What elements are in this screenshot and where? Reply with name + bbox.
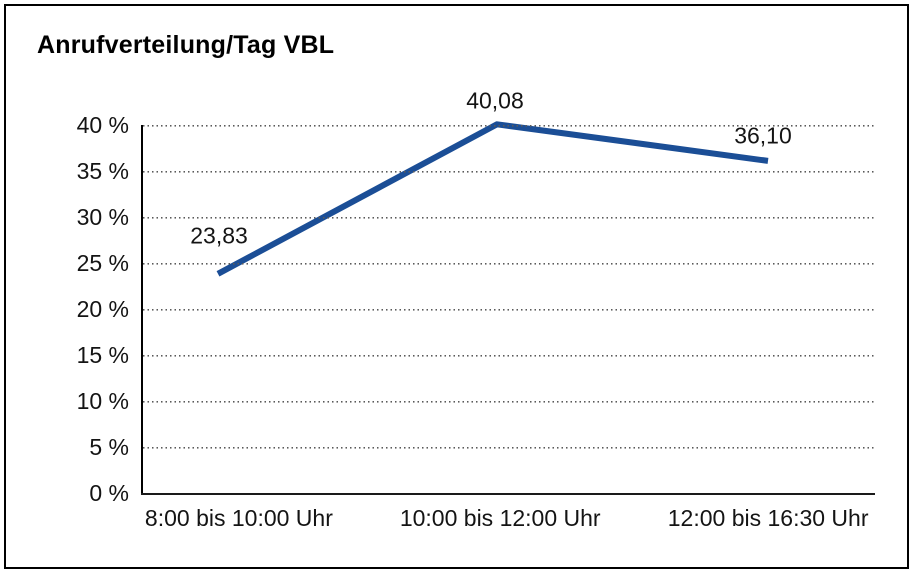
y-tick-label: 40 % <box>76 112 129 138</box>
x-axis-label: 10:00 bis 12:00 Uhr <box>399 505 601 531</box>
gridline <box>143 400 875 403</box>
data-label: 40,08 <box>466 87 524 114</box>
y-tick-label: 30 % <box>76 204 129 230</box>
data-line <box>216 121 769 277</box>
x-axis-label: 12:00 bis 16:30 Uhr <box>667 505 869 531</box>
y-tick-label: 35 % <box>76 158 129 184</box>
gridline <box>143 262 875 265</box>
gridline <box>143 308 875 311</box>
y-tick-label: 20 % <box>76 296 129 322</box>
y-axis-line <box>141 125 143 493</box>
data-label: 36,10 <box>734 122 792 149</box>
gridline <box>143 446 875 449</box>
line-series-svg <box>216 121 769 277</box>
y-tick-label: 0 % <box>89 480 129 506</box>
gridline <box>143 124 875 127</box>
y-tick-label: 10 % <box>76 388 129 414</box>
gridline <box>143 216 875 219</box>
x-axis-line <box>141 492 875 495</box>
y-tick-label: 15 % <box>76 342 129 368</box>
x-axis-label: 8:00 bis 10:00 Uhr <box>144 505 333 531</box>
gridline <box>143 354 875 357</box>
chart-frame <box>4 4 909 569</box>
y-tick-label: 5 % <box>89 434 129 460</box>
chart-title: Anrufverteilung/Tag VBL <box>37 31 335 59</box>
gridline <box>143 170 875 173</box>
plot-area <box>141 121 875 495</box>
data-label: 23,83 <box>190 222 248 249</box>
y-tick-label: 25 % <box>76 250 129 276</box>
